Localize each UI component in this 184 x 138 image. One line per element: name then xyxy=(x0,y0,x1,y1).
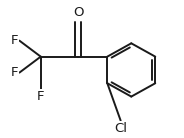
Text: F: F xyxy=(11,66,18,79)
Text: F: F xyxy=(37,90,45,103)
Text: F: F xyxy=(11,34,18,47)
Text: O: O xyxy=(73,6,83,19)
Text: Cl: Cl xyxy=(114,122,127,135)
